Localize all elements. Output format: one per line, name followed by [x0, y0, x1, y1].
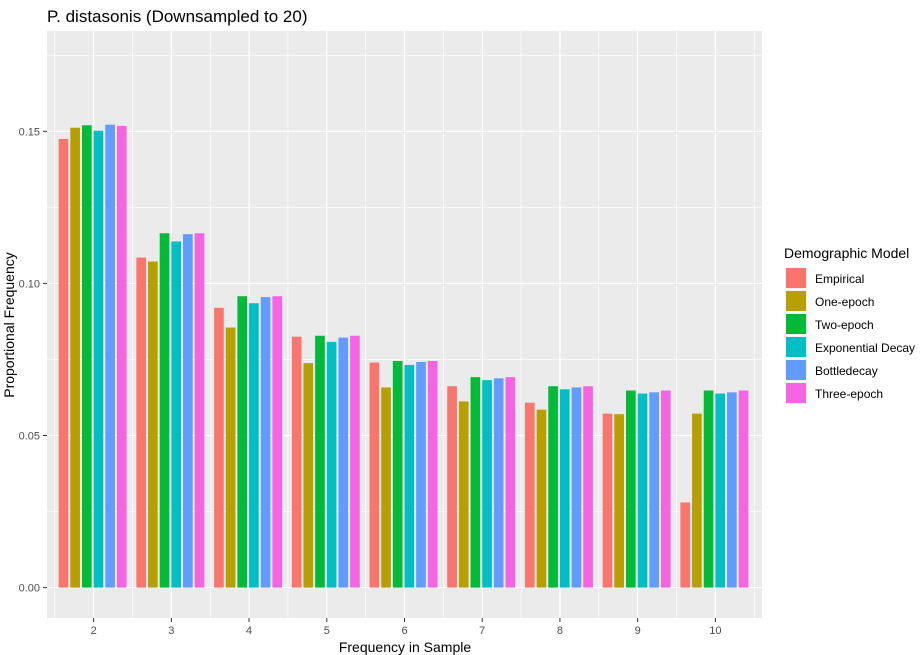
legend-label: Three-epoch: [815, 387, 883, 401]
chart-title: P. distasonis (Downsampled to 20): [47, 7, 308, 26]
bar: [105, 124, 115, 588]
legend-swatch: [786, 314, 806, 334]
bar: [159, 233, 170, 588]
x-axis-title: Frequency in Sample: [339, 639, 472, 655]
bar: [260, 297, 271, 588]
bar: [524, 402, 535, 588]
bar: [715, 393, 726, 588]
bar: [148, 261, 158, 588]
y-axis: 0.00 0.05 0.10 0.15: [19, 126, 47, 595]
bar: [70, 127, 80, 588]
y-axis-title: Proportional Frequency: [1, 252, 17, 398]
bar: [680, 502, 691, 588]
bars: [58, 124, 749, 588]
bar: [583, 386, 593, 588]
x-tick-label: 9: [635, 625, 641, 637]
bar: [738, 390, 749, 588]
x-tick-label: 3: [168, 625, 174, 637]
bar: [692, 413, 702, 588]
bar: [338, 337, 349, 588]
bar: [81, 125, 92, 588]
bar: [649, 392, 659, 588]
legend-label: One-epoch: [815, 295, 874, 309]
bar: [58, 138, 69, 588]
x-tick-label: 4: [246, 625, 252, 637]
legend-label: Exponential Decay: [815, 341, 915, 355]
bar: [614, 414, 624, 588]
bar: [326, 341, 337, 588]
bar: [381, 387, 391, 588]
bar: [404, 364, 415, 588]
bar: [171, 241, 182, 588]
bar: [637, 393, 648, 588]
bar: [536, 409, 547, 588]
bar: [493, 378, 504, 588]
bar: [194, 233, 205, 588]
legend-label: Bottledecay: [815, 364, 878, 378]
x-tick-label: 5: [324, 625, 330, 637]
y-tick-label: 0.05: [19, 431, 40, 443]
x-axis: 2 3 4 5 6 7 8 9 10: [91, 618, 721, 637]
legend-swatch: [786, 268, 806, 288]
bar: [183, 234, 193, 588]
bar: [571, 387, 582, 588]
x-tick-label: 7: [479, 625, 485, 637]
legend: Demographic Model Empirical One-epoch Two-…: [784, 245, 915, 404]
bar: [559, 389, 570, 588]
x-tick-label: 2: [91, 625, 97, 637]
y-tick-label: 0.10: [19, 278, 40, 290]
x-tick-label: 8: [557, 625, 563, 637]
legend-swatch: [786, 360, 806, 380]
bar: [249, 303, 259, 588]
bar: [93, 130, 104, 588]
x-tick-label: 10: [709, 625, 721, 637]
y-tick-label: 0.15: [19, 126, 40, 138]
legend-label: Two-epoch: [815, 318, 874, 332]
legend-swatch: [786, 337, 806, 357]
bar: [136, 257, 147, 588]
bar: [660, 390, 671, 588]
bar: [602, 413, 613, 588]
y-tick-label: 0.00: [19, 583, 40, 595]
bar: [116, 125, 127, 588]
legend-swatch: [786, 291, 806, 311]
bar: [315, 335, 325, 588]
bar: [625, 390, 636, 588]
bar: [548, 386, 558, 588]
bar: [214, 307, 224, 588]
bar: [447, 386, 457, 588]
bar: [272, 296, 283, 588]
legend-title: Demographic Model: [784, 245, 909, 261]
bar: [470, 377, 481, 588]
bar: [350, 335, 360, 588]
bar: [458, 401, 469, 588]
bar: [291, 336, 302, 588]
bar: [369, 362, 380, 588]
bar: [427, 360, 438, 588]
legend-swatch: [786, 383, 806, 403]
bar: [482, 380, 492, 588]
bar: [225, 327, 236, 588]
bar: [727, 392, 737, 588]
bar: [237, 296, 248, 588]
x-tick-label: 6: [401, 625, 407, 637]
legend-label: Empirical: [815, 272, 864, 286]
bar: [703, 390, 714, 588]
bar: [416, 361, 426, 588]
bar: [505, 377, 516, 588]
bar: [303, 363, 314, 588]
bar: [392, 360, 403, 588]
